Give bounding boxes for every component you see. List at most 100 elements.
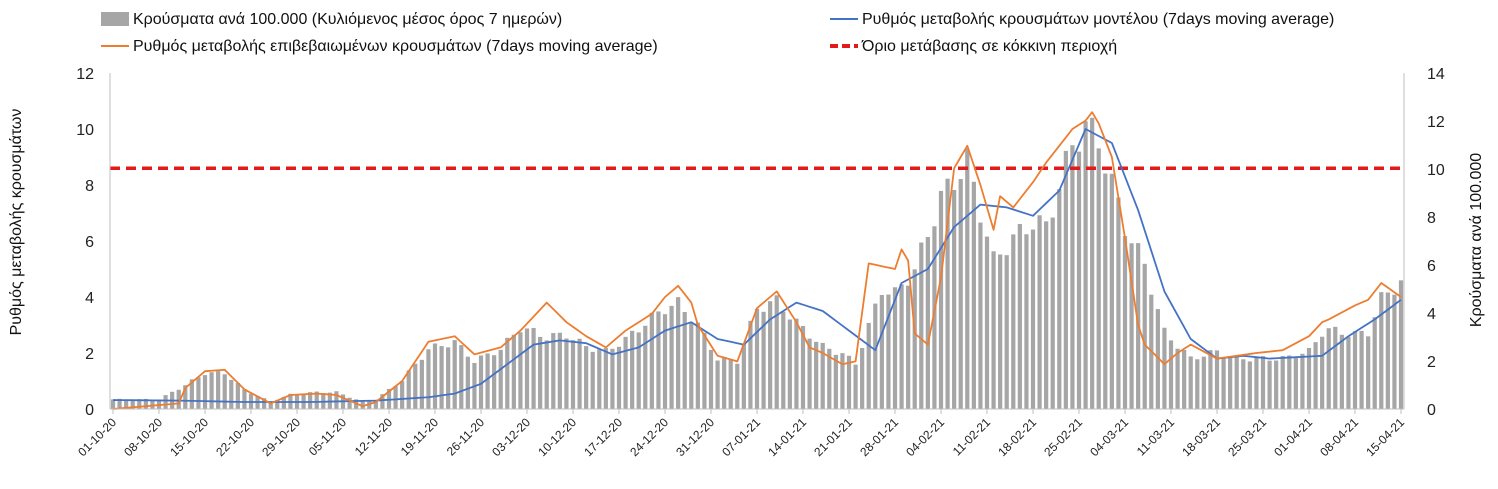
bar xyxy=(406,370,411,409)
bar xyxy=(334,391,339,409)
y-ticks-right: 0 2 4 6 8 10 12 14 xyxy=(1427,66,1445,419)
bar xyxy=(564,338,569,409)
bar xyxy=(886,294,891,409)
bar xyxy=(235,383,240,409)
bar xyxy=(1379,292,1384,409)
bar xyxy=(919,242,924,409)
bar xyxy=(426,349,431,409)
bar xyxy=(531,327,536,409)
bar xyxy=(669,305,674,409)
bar xyxy=(1352,331,1358,409)
legend-label-model: Ρυθμός μεταβολής κρουσμάτων μοντέλου (7d… xyxy=(862,11,1334,28)
bar xyxy=(216,371,221,409)
bar xyxy=(110,399,116,409)
bar xyxy=(1234,355,1239,409)
bar xyxy=(1090,117,1095,409)
bar xyxy=(242,389,247,409)
bar xyxy=(1011,234,1016,409)
bar xyxy=(643,325,648,409)
bar xyxy=(715,360,720,409)
bar xyxy=(748,320,753,409)
bar xyxy=(814,341,819,409)
y-tick-label-right: 8 xyxy=(1427,210,1436,227)
y-tick-label-right: 14 xyxy=(1427,66,1445,83)
bar xyxy=(1050,217,1055,409)
bar xyxy=(649,312,654,409)
bar xyxy=(557,332,562,409)
bar xyxy=(833,354,838,409)
bar xyxy=(912,269,917,409)
bar xyxy=(1241,359,1246,409)
bar xyxy=(978,222,983,409)
bar xyxy=(735,363,740,409)
bar xyxy=(505,337,510,409)
bar xyxy=(1385,292,1390,409)
bar xyxy=(196,377,201,409)
bar xyxy=(1096,148,1101,409)
bar xyxy=(1037,215,1042,409)
bar xyxy=(1333,326,1338,409)
y-tick-label-right: 10 xyxy=(1427,162,1445,179)
bar xyxy=(971,181,976,409)
y-tick-label-left: 12 xyxy=(76,66,94,83)
bar xyxy=(1083,121,1088,409)
bar xyxy=(952,189,957,409)
bar xyxy=(1346,336,1351,409)
bar xyxy=(1214,350,1220,409)
bar xyxy=(432,343,438,409)
bar xyxy=(202,375,208,409)
bar xyxy=(781,311,786,409)
bar xyxy=(1103,173,1108,409)
bar xyxy=(347,397,352,409)
bar xyxy=(794,318,799,409)
bar xyxy=(682,312,687,409)
bar xyxy=(958,179,963,409)
bar xyxy=(1320,336,1325,409)
bar xyxy=(702,332,707,409)
y-tick-label-right: 12 xyxy=(1427,114,1445,131)
model-rate-line xyxy=(112,128,1402,403)
bar xyxy=(1070,145,1075,409)
bar xyxy=(446,347,451,409)
bar xyxy=(860,348,865,409)
bar xyxy=(879,294,884,409)
bar xyxy=(728,359,733,409)
bar xyxy=(1372,317,1377,409)
bar xyxy=(1195,359,1200,409)
bar xyxy=(413,363,418,409)
bar xyxy=(380,394,385,409)
bar xyxy=(1122,236,1128,409)
bar xyxy=(577,338,582,409)
y-tick-label-left: 6 xyxy=(85,234,94,251)
bar xyxy=(1109,173,1114,409)
bar xyxy=(1063,150,1068,409)
y-tick-label-left: 2 xyxy=(85,346,94,363)
bar xyxy=(459,345,464,409)
y-tick-label-right: 6 xyxy=(1427,258,1436,275)
bar xyxy=(189,379,194,409)
bar xyxy=(662,314,668,409)
bar xyxy=(584,346,589,409)
bar xyxy=(1287,355,1292,409)
bar xyxy=(610,348,615,409)
bar xyxy=(498,349,503,409)
y-tick-label-left: 10 xyxy=(76,122,94,139)
bar xyxy=(1293,358,1298,409)
bar xyxy=(229,379,234,409)
bar xyxy=(393,386,398,409)
y-axis-title-left: Ρυθμός μεταβολής κρουσμάτων xyxy=(8,109,25,336)
bar xyxy=(761,311,766,409)
bar xyxy=(1017,224,1022,409)
bar xyxy=(524,328,530,409)
bar xyxy=(137,399,142,409)
bar xyxy=(754,308,760,409)
bar xyxy=(695,322,700,409)
bar xyxy=(899,284,904,409)
y-tick-label-right: 2 xyxy=(1427,354,1436,371)
bar xyxy=(1221,357,1226,409)
bar xyxy=(1339,334,1344,409)
bar xyxy=(373,399,378,409)
y-axis-title-right: Κρούσματα ανά 100.000 xyxy=(1468,153,1485,327)
y-tick-label-right: 0 xyxy=(1427,402,1436,419)
